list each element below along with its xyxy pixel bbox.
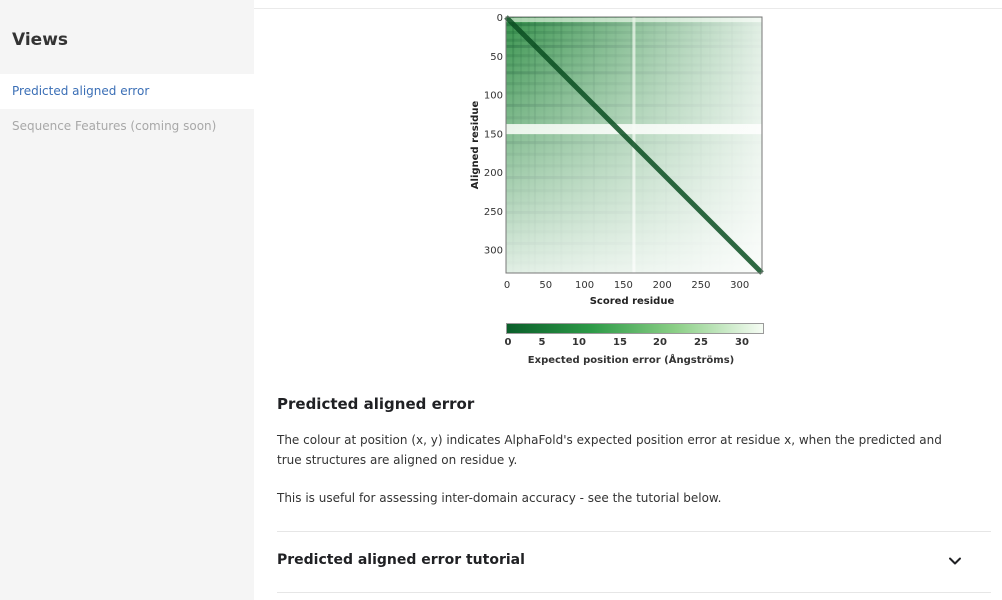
divider — [254, 8, 1002, 9]
description-paragraph: The colour at position (x, y) indicates … — [277, 433, 942, 467]
colorbar-tick: 15 — [613, 337, 627, 348]
colorbar-tick: 0 — [504, 337, 512, 348]
y-tick-label: 100 — [484, 91, 503, 102]
pae-heatmap[interactable]: 0 50 100 150 200 250 300 0 50 100 150 200 250 300 Al… — [464, 10, 784, 315]
y-tick-label: 50 — [490, 52, 503, 63]
x-tick-label: 50 — [539, 280, 552, 291]
description-paragraph: This is useful for assessing inter-domai… — [277, 491, 722, 505]
colorbar-tick: 30 — [735, 337, 749, 348]
x-tick-label: 200 — [653, 280, 672, 291]
y-tick-label: 250 — [484, 207, 503, 218]
colorbar-tick: 5 — [538, 337, 546, 348]
tutorial-accordion[interactable]: Predicted aligned error tutorial — [277, 531, 991, 593]
sidebar-item-sequence-features: Sequence Features (coming soon) — [12, 119, 217, 133]
x-tick-label: 0 — [504, 280, 510, 291]
section-heading: Predicted aligned error — [277, 395, 475, 413]
y-tick-label: 0 — [497, 13, 503, 24]
y-tick-label: 300 — [484, 246, 503, 257]
colorbar-label: Expected position error (Ångströms) — [527, 355, 735, 366]
colorbar-tick: 25 — [694, 337, 708, 348]
sidebar: Views Predicted aligned error Sequence F… — [0, 0, 254, 600]
y-tick-label: 200 — [484, 168, 503, 179]
y-tick-label: 150 — [484, 129, 503, 140]
x-axis-ticks: 0 50 100 150 200 250 300 — [504, 280, 749, 291]
x-axis-label: Scored residue — [590, 296, 675, 307]
colorbar: 0 5 10 15 20 25 30 Expected position err… — [504, 323, 764, 383]
sidebar-title: Views — [12, 30, 69, 50]
heatmap-area — [504, 15, 764, 275]
x-tick-label: 150 — [614, 280, 633, 291]
heatmap-border — [505, 16, 763, 274]
x-tick-label: 300 — [730, 280, 749, 291]
y-axis-label: Aligned residue — [470, 101, 481, 190]
colorbar-tick: 20 — [653, 337, 667, 348]
tutorial-accordion-title: Predicted aligned error tutorial — [277, 552, 525, 568]
x-tick-label: 250 — [691, 280, 710, 291]
x-tick-label: 100 — [575, 280, 594, 291]
chevron-down-icon[interactable] — [948, 554, 962, 568]
sidebar-item-predicted-aligned-error[interactable]: Predicted aligned error — [0, 74, 254, 109]
colorbar-gradient — [506, 323, 764, 334]
y-axis-ticks: 0 50 100 150 200 250 300 — [484, 13, 503, 257]
colorbar-tick: 10 — [572, 337, 586, 348]
heatmap-diagonal — [504, 15, 764, 275]
main-content: 0 50 100 150 200 250 300 0 50 100 150 200 250 300 Al… — [254, 0, 1002, 600]
